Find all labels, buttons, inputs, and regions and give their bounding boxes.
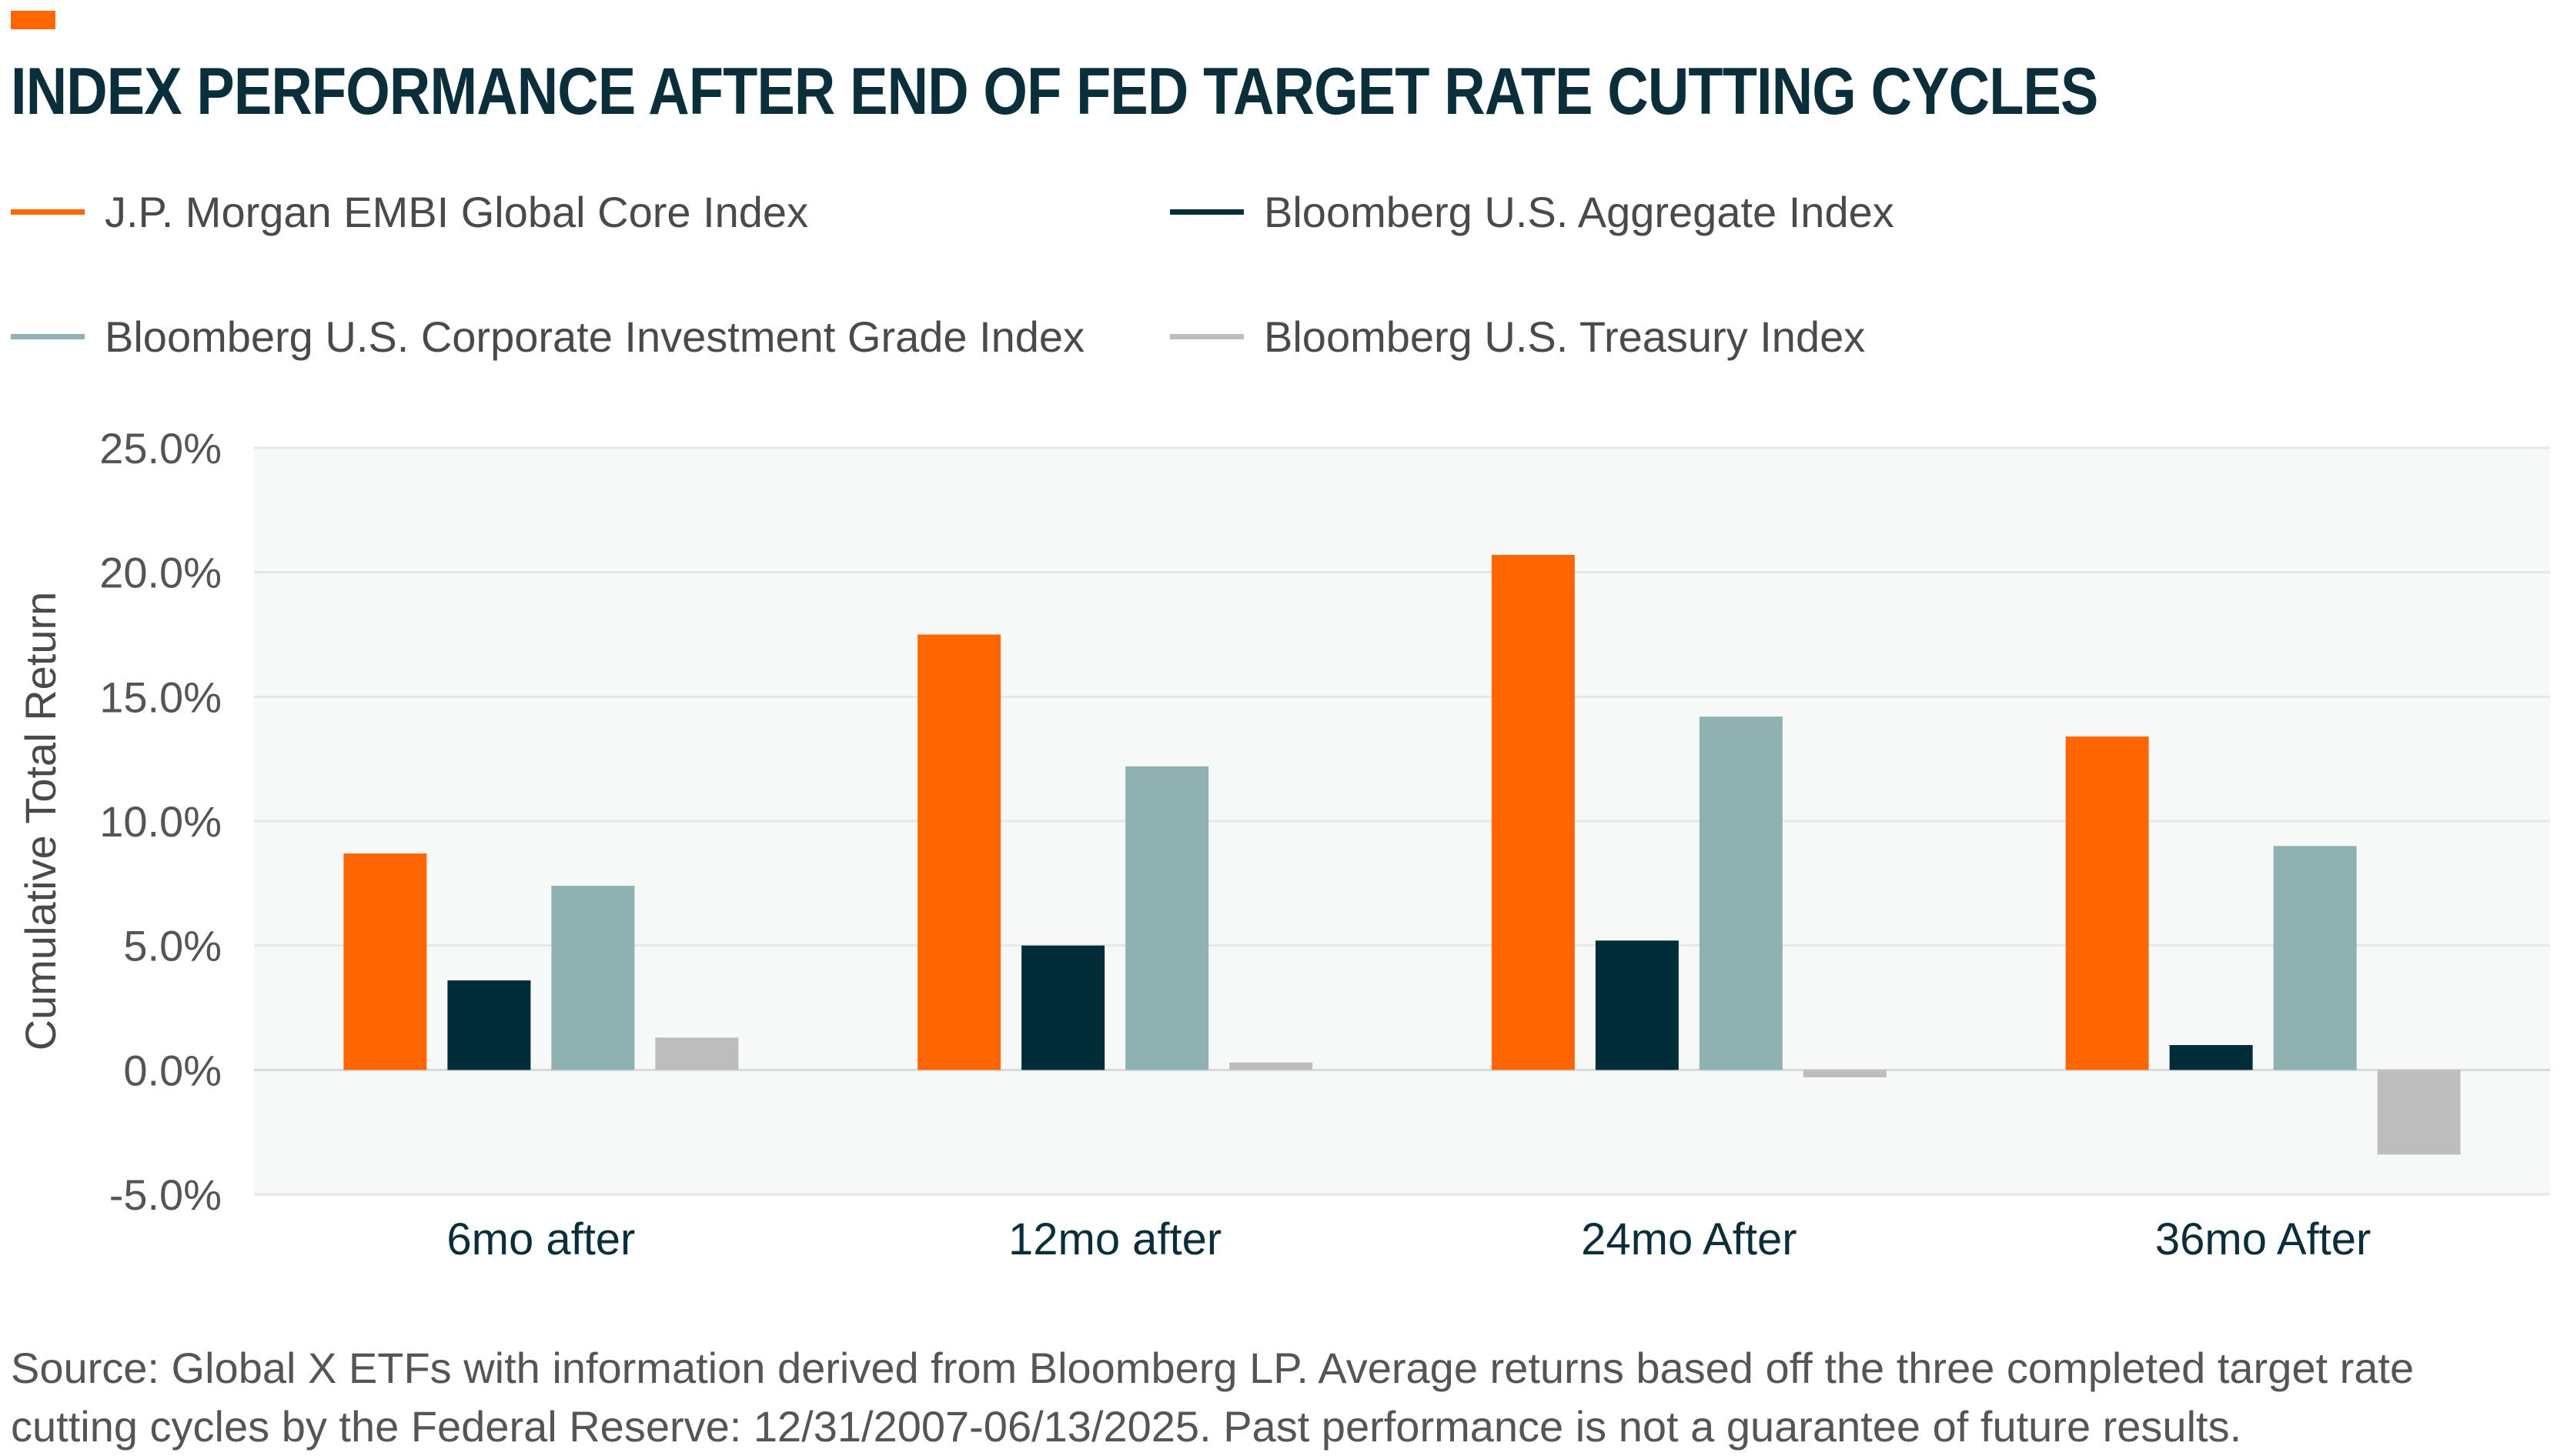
- bar-3-3: [1699, 716, 1783, 1070]
- x-tick-label: 24mo After: [1581, 1214, 1797, 1264]
- bar-3-4: [2273, 846, 2357, 1070]
- y-tick-label: -5.0%: [109, 1170, 222, 1219]
- bar-2-1: [447, 980, 531, 1070]
- chart-title: INDEX PERFORMANCE AFTER END OF FED TARGE…: [11, 55, 2098, 129]
- y-tick-label: 0.0%: [123, 1046, 222, 1094]
- legend-swatch-treasury: [1170, 333, 1244, 339]
- bar-4-2: [1229, 1062, 1313, 1070]
- legend-swatch-corporate: [11, 333, 85, 339]
- legend-swatch-aggregate: [1170, 209, 1244, 215]
- y-tick-labels: 25.0% 20.0% 15.0% 10.0% 5.0% 0.0% -5.0%: [99, 424, 222, 1219]
- bar-1-4: [2065, 736, 2149, 1070]
- y-axis-label: Cumulative Total Return: [16, 592, 65, 1051]
- legend-label-corporate: Bloomberg U.S. Corporate Investment Grad…: [105, 312, 1085, 361]
- bars: [343, 555, 2461, 1155]
- bar-4-1: [655, 1037, 739, 1070]
- bar-3-2: [1125, 766, 1209, 1070]
- bar-1-1: [343, 853, 427, 1070]
- grid-lines: [254, 446, 2550, 1196]
- legend-label-aggregate: Bloomberg U.S. Aggregate Index: [1264, 187, 1894, 236]
- y-tick-label: 15.0%: [99, 673, 222, 721]
- y-tick-label: 20.0%: [99, 549, 222, 597]
- source-note: Source: Global X ETFs with information d…: [11, 1344, 2415, 1451]
- bar-chart: 25.0% 20.0% 15.0% 10.0% 5.0% 0.0% -5.0% 6mo af…: [16, 424, 2550, 1264]
- legend-label-embi: J.P. Morgan EMBI Global Core Index: [105, 187, 809, 236]
- bar-2-4: [2169, 1045, 2253, 1070]
- y-tick-label: 25.0%: [99, 424, 222, 473]
- x-tick-labels: 6mo after 12mo after 24mo After 36mo After: [446, 1214, 2371, 1264]
- bar-2-3: [1595, 940, 1679, 1070]
- bar-4-3: [1803, 1070, 1887, 1078]
- legend-item-treasury: Bloomberg U.S. Treasury Index: [1170, 306, 1865, 367]
- bar-2-2: [1021, 945, 1105, 1070]
- y-tick-label: 10.0%: [99, 797, 222, 846]
- accent-bar: [11, 11, 55, 29]
- legend-item-aggregate: Bloomberg U.S. Aggregate Index: [1170, 181, 1894, 242]
- x-tick-label: 12mo after: [1008, 1214, 1222, 1264]
- x-tick-label: 6mo after: [446, 1214, 635, 1264]
- legend-item-corporate: Bloomberg U.S. Corporate Investment Grad…: [11, 306, 1085, 367]
- legend-item-embi: J.P. Morgan EMBI Global Core Index: [11, 181, 808, 242]
- bar-4-4: [2377, 1070, 2461, 1155]
- y-tick-label: 5.0%: [123, 922, 222, 970]
- x-tick-label: 36mo After: [2155, 1214, 2371, 1264]
- bar-1-3: [1491, 555, 1575, 1070]
- legend-label-treasury: Bloomberg U.S. Treasury Index: [1264, 312, 1866, 361]
- legend-swatch-embi: [11, 209, 85, 215]
- bar-1-2: [918, 634, 1001, 1070]
- bar-3-1: [551, 886, 635, 1070]
